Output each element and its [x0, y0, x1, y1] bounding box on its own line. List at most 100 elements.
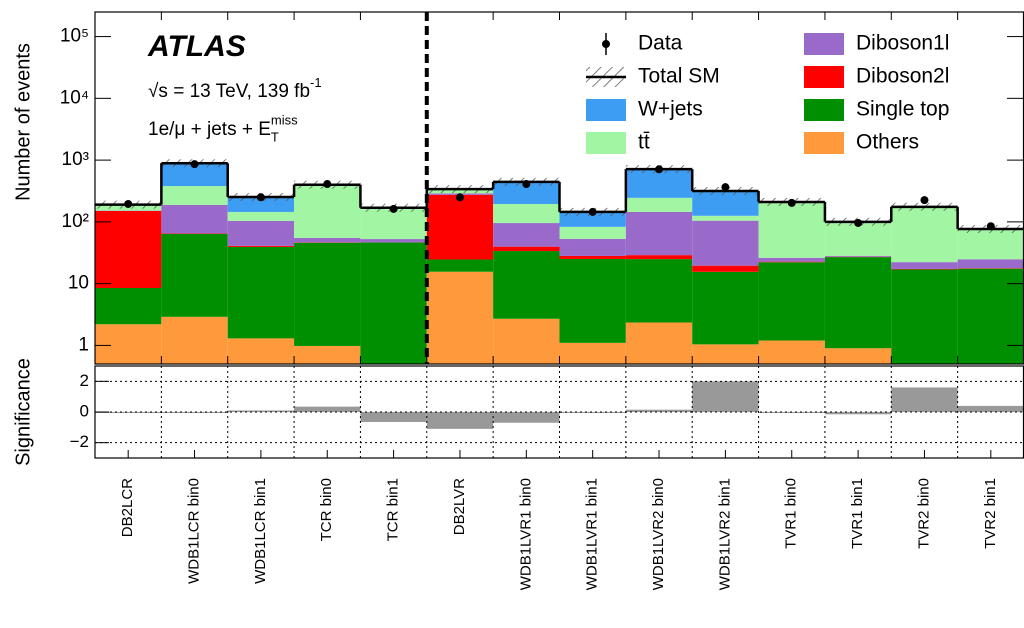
legend-label: Others — [856, 131, 919, 154]
data-point — [721, 183, 730, 192]
legend-label: Diboson1l — [856, 32, 949, 55]
bar-segment — [95, 288, 162, 325]
bar — [360, 412, 427, 422]
legend-swatch — [586, 99, 626, 121]
legend-swatch — [804, 99, 844, 121]
bar — [227, 410, 295, 412]
bar-segment — [957, 230, 1024, 260]
bar-segment — [625, 197, 693, 212]
annotation-sub: T — [271, 129, 279, 144]
legend-swatch — [586, 132, 626, 154]
legend-label: tt̄ — [638, 131, 650, 154]
data-point — [787, 198, 796, 207]
bar-segment — [227, 220, 295, 246]
x-tick-label: TCR bin1 — [385, 478, 402, 541]
annotation-text: √s = 13 TeV, 139 fb — [148, 81, 310, 102]
bar-segment — [692, 215, 759, 221]
bar-segment — [360, 370, 426, 414]
bar-segment — [294, 237, 361, 243]
bar-segment — [824, 222, 892, 256]
x-tick-label: WDB1LCR bin1 — [252, 478, 269, 584]
annotation: √s = 13 TeV, 139 fb-1 — [148, 75, 322, 102]
legend-swatch — [804, 33, 844, 55]
y-tick-label: −2 — [70, 432, 89, 451]
bar-segment — [559, 255, 626, 259]
bar-segment — [227, 338, 295, 364]
legend-swatch — [804, 132, 844, 154]
bar-segment — [625, 255, 693, 260]
x-tick-label: TCR bin0 — [318, 478, 335, 541]
bar-segment — [692, 220, 759, 266]
x-tick-label: WDB1LVR2 bin1 — [716, 478, 733, 590]
bar-segment — [227, 246, 295, 339]
bar-segment — [758, 261, 825, 263]
bar-segment — [824, 255, 892, 257]
x-tick-label: TVR2 bin1 — [982, 478, 999, 549]
bar — [559, 412, 626, 413]
y-tick-label: 0 — [80, 401, 89, 420]
bar — [957, 405, 1024, 412]
overlay: 1 10 10² 10³ 10⁴ 10⁵ Number of events ATLAS √s =… — [12, 11, 1024, 590]
annotation: 1e/μ + jets + E — [148, 119, 271, 140]
annotation-sup: miss — [271, 112, 298, 127]
bar-segment — [559, 258, 626, 343]
data-point — [588, 207, 597, 216]
bar-segment — [824, 257, 892, 349]
data-point — [190, 160, 199, 169]
legend-label: W+jets — [638, 98, 703, 121]
bar-segment — [161, 233, 228, 317]
bar-segment — [891, 269, 958, 364]
bar-segment — [692, 265, 759, 272]
x-tick-label: WDB1LCR bin0 — [186, 478, 203, 584]
x-tick-label: WDB1LVR1 bin0 — [517, 478, 534, 590]
data-point — [323, 180, 332, 189]
y-tick-label: 1 — [78, 334, 89, 355]
bar — [891, 387, 958, 412]
legend-label: Diboson2l — [856, 65, 949, 88]
experiment-label: ATLAS — [147, 30, 246, 63]
legend-label: Total SM — [638, 65, 720, 88]
bar-segment — [625, 169, 693, 198]
bar-segment — [161, 204, 228, 234]
x-tick-label: TVR1 bin0 — [783, 478, 800, 549]
data-point — [920, 196, 929, 205]
bar-segment — [426, 271, 494, 364]
data-point — [124, 199, 133, 208]
bar-segment — [294, 242, 361, 346]
bar-segment — [95, 210, 162, 289]
data-point — [455, 193, 464, 202]
bar — [294, 406, 361, 412]
y-tick-label: 10 — [68, 273, 89, 294]
bar-segment — [360, 242, 427, 364]
bar-segment — [692, 344, 759, 364]
bar-segment — [493, 223, 560, 247]
bar-segment — [758, 262, 825, 341]
data-point — [854, 218, 863, 227]
bar — [95, 412, 162, 413]
y-tick-label: 2 — [80, 371, 89, 390]
bar-segment — [360, 239, 427, 243]
bar-segment — [625, 211, 693, 256]
bar-segment — [493, 181, 560, 205]
y-axis-label: Number of events — [12, 43, 34, 201]
bar — [692, 381, 759, 412]
data-point — [256, 193, 265, 202]
main-plot — [95, 12, 1024, 414]
data-point — [655, 165, 664, 174]
y-tick-label: 10² — [62, 211, 89, 232]
bar-segment — [891, 262, 958, 269]
bar-segment — [758, 202, 825, 258]
bar-segment — [95, 324, 162, 364]
bar-segment — [758, 340, 825, 364]
bar-segment — [493, 318, 560, 364]
y-tick-label: 10⁴ — [60, 87, 89, 108]
y-tick-label: 10⁵ — [60, 26, 89, 47]
x-tick-label: DB2LVR — [451, 478, 468, 535]
x-tick-label: WDB1LVR2 bin0 — [650, 478, 667, 590]
x-tick-label: TVR1 bin1 — [849, 478, 866, 549]
bar-segment — [161, 163, 228, 187]
bar-segment — [891, 207, 958, 263]
bar-segment — [227, 245, 295, 247]
y-tick-label: 10³ — [62, 149, 89, 170]
legend-swatch — [804, 66, 844, 88]
